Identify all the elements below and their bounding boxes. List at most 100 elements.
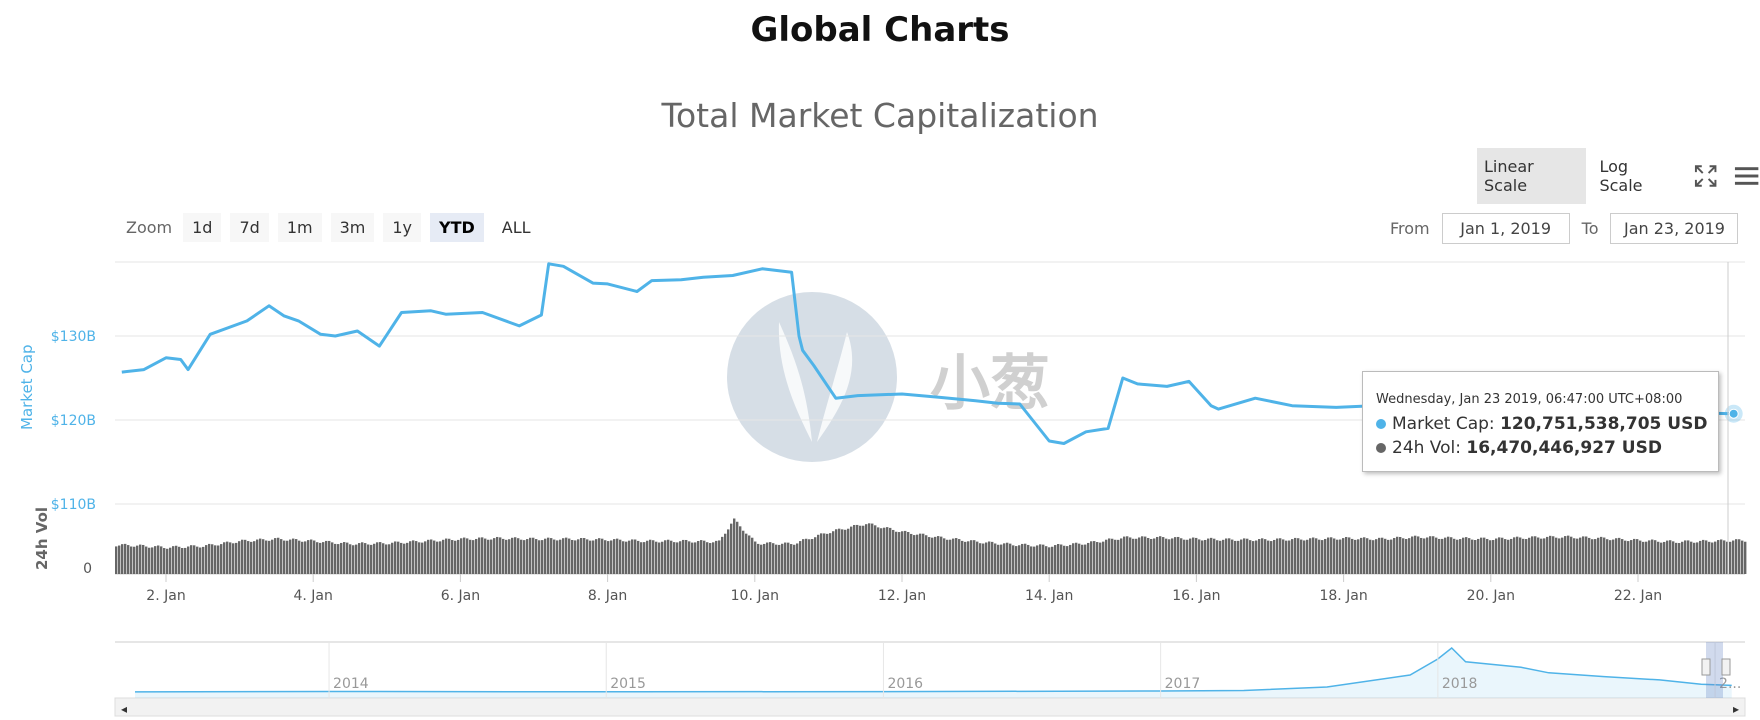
volume-bar — [391, 542, 394, 574]
volume-bar — [1342, 538, 1345, 574]
volume-bar — [811, 539, 814, 574]
volume-bar — [1279, 538, 1282, 574]
volume-bar — [538, 540, 541, 574]
volume-bar — [1135, 538, 1138, 574]
volume-bar — [1609, 540, 1612, 574]
volume-bar — [493, 538, 496, 574]
volume-bar — [919, 533, 922, 574]
volume-bar — [988, 541, 991, 574]
volume-bar — [535, 539, 538, 574]
from-date-input[interactable]: Jan 1, 2019 — [1441, 213, 1570, 244]
zoom-7d-button[interactable]: 7d — [230, 213, 269, 242]
zoom-1d-button[interactable]: 1d — [183, 213, 222, 242]
volume-bar — [466, 538, 469, 574]
volume-bar — [205, 545, 208, 574]
volume-bar — [973, 540, 976, 574]
volume-bar — [1603, 537, 1606, 574]
volume-bar — [364, 543, 367, 574]
volume-bar — [1297, 538, 1300, 574]
market-cap-line — [121, 262, 1734, 445]
volume-bar — [1348, 537, 1351, 574]
volume-bar — [1108, 538, 1111, 574]
volume-bar — [1036, 545, 1039, 574]
volume-bar — [1504, 539, 1507, 574]
fullscreen-icon[interactable] — [1693, 163, 1718, 189]
volume-bar — [793, 544, 796, 574]
volume-bar — [853, 524, 856, 574]
volume-bar — [1255, 540, 1258, 574]
volume-bar — [1309, 538, 1312, 574]
volume-bar — [1270, 541, 1273, 574]
to-date-input[interactable]: Jan 23, 2019 — [1610, 213, 1739, 244]
volume-bar — [724, 533, 727, 574]
volume-bar — [832, 531, 835, 574]
volume-bar — [1222, 539, 1225, 574]
zoom-all-button[interactable]: ALL — [501, 218, 531, 237]
zoom-1m-button[interactable]: 1m — [277, 213, 322, 242]
volume-bar — [1657, 541, 1660, 574]
volume-bar — [1681, 541, 1684, 574]
volume-bar — [916, 534, 919, 574]
volume-bar — [1483, 537, 1486, 574]
x-tick-label: 16. Jan — [1172, 588, 1220, 604]
volume-bar — [1000, 544, 1003, 574]
volume-bar — [979, 543, 982, 574]
volume-bar — [607, 541, 610, 574]
volume-bar — [127, 545, 130, 574]
volume-bar — [415, 541, 418, 574]
volume-bar — [418, 542, 421, 574]
log-scale-button[interactable]: Log Scale — [1599, 157, 1643, 195]
volume-bar — [211, 544, 214, 574]
volume-bar — [976, 541, 979, 574]
navigator[interactable]: 2014 2015 2016 2017 2018 2... ◂ ▸ — [114, 641, 1746, 717]
volume-bar — [688, 541, 691, 574]
volume-bar — [1426, 537, 1429, 574]
volume-bar — [1051, 546, 1054, 574]
volume-bar — [532, 537, 535, 574]
volume-bar — [1240, 539, 1243, 574]
volume-bar — [301, 541, 304, 574]
volume-bar — [1252, 541, 1255, 574]
linear-scale-button[interactable]: Linear Scale — [1477, 148, 1587, 204]
volume-bar — [940, 536, 943, 574]
volume-bar — [1249, 540, 1252, 574]
volume-bar — [1696, 542, 1699, 574]
volume-bar — [244, 539, 247, 574]
volume-bar — [1285, 540, 1288, 574]
volume-bar — [895, 531, 898, 574]
volume-bar — [1543, 538, 1546, 574]
volume-bar — [1306, 539, 1309, 574]
volume-bar — [646, 540, 649, 574]
volume-bar — [556, 540, 559, 574]
volume-bar — [739, 526, 742, 574]
volume-bar — [745, 533, 748, 574]
volume-bar — [1549, 535, 1552, 574]
volume-bar — [1213, 538, 1216, 574]
volume-bar — [844, 529, 847, 574]
volume-bar — [1231, 539, 1234, 574]
volume-bar — [1225, 538, 1228, 574]
volume-bar — [682, 539, 685, 574]
volume-bar — [1138, 537, 1141, 574]
volume-bar — [1015, 546, 1018, 574]
volume-bar — [601, 538, 604, 574]
volume-bar — [1072, 543, 1075, 574]
zoom-3m-button[interactable]: 3m — [330, 213, 375, 242]
zoom-1y-button[interactable]: 1y — [383, 213, 421, 242]
volume-bar — [823, 533, 826, 574]
volume-bar — [1291, 539, 1294, 574]
zoom-ytd-button[interactable]: YTD — [430, 213, 484, 242]
volume-bar — [154, 546, 157, 574]
volume-bar — [256, 539, 259, 574]
volume-bar — [1084, 544, 1087, 574]
volume-bar — [157, 545, 160, 574]
volume-bar — [997, 544, 1000, 574]
volume-bar — [454, 540, 457, 574]
menu-icon[interactable] — [1733, 164, 1760, 188]
volume-bar — [1558, 538, 1561, 574]
volume-bar — [838, 528, 841, 574]
volume-bar — [850, 526, 853, 574]
volume-bar — [1396, 536, 1399, 574]
volume-bar — [1318, 539, 1321, 574]
tooltip-vol-value: 16,470,446,927 USD — [1466, 438, 1662, 458]
